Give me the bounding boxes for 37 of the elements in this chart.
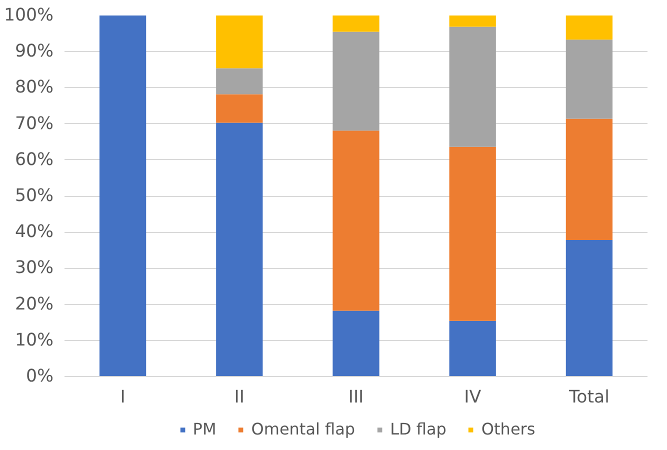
bar [449, 320, 496, 376]
y-tick-label: 90% [14, 42, 54, 62]
bar [332, 16, 380, 32]
y-tick-label: 40% [14, 222, 54, 242]
bar [332, 310, 380, 376]
bar [449, 146, 496, 321]
legend-label: Omental flap [251, 420, 356, 438]
bar [216, 68, 263, 94]
bar [99, 16, 146, 376]
legend-label: LD flap [390, 420, 446, 438]
y-tick-label: 80% [14, 78, 54, 98]
y-tick-label: 100% [4, 6, 54, 26]
bar [216, 94, 263, 123]
y-tick-label: 10% [14, 330, 54, 350]
bar [332, 32, 380, 131]
y-tick-label: 0% [26, 366, 54, 386]
bar [566, 16, 613, 40]
bar [216, 16, 263, 68]
bar [566, 240, 613, 376]
bar [449, 16, 496, 27]
x-tick-label: IV [464, 388, 482, 408]
x-tick-label: II [234, 388, 245, 408]
x-tick-label: I [120, 388, 126, 408]
bar [216, 122, 263, 376]
bar [332, 130, 380, 311]
x-tick-label: Total [568, 388, 610, 408]
bar [566, 118, 613, 240]
bar [449, 26, 496, 147]
legend-label: Others [481, 420, 536, 438]
y-tick-label: 20% [14, 294, 54, 314]
y-tick-label: 30% [14, 258, 54, 278]
x-tick-label: III [348, 388, 364, 408]
y-tick-label: 70% [14, 114, 54, 134]
bar [566, 40, 613, 119]
legend-label: PM [192, 420, 216, 438]
y-tick-label: 50% [14, 186, 54, 206]
y-tick-label: 60% [14, 150, 54, 170]
